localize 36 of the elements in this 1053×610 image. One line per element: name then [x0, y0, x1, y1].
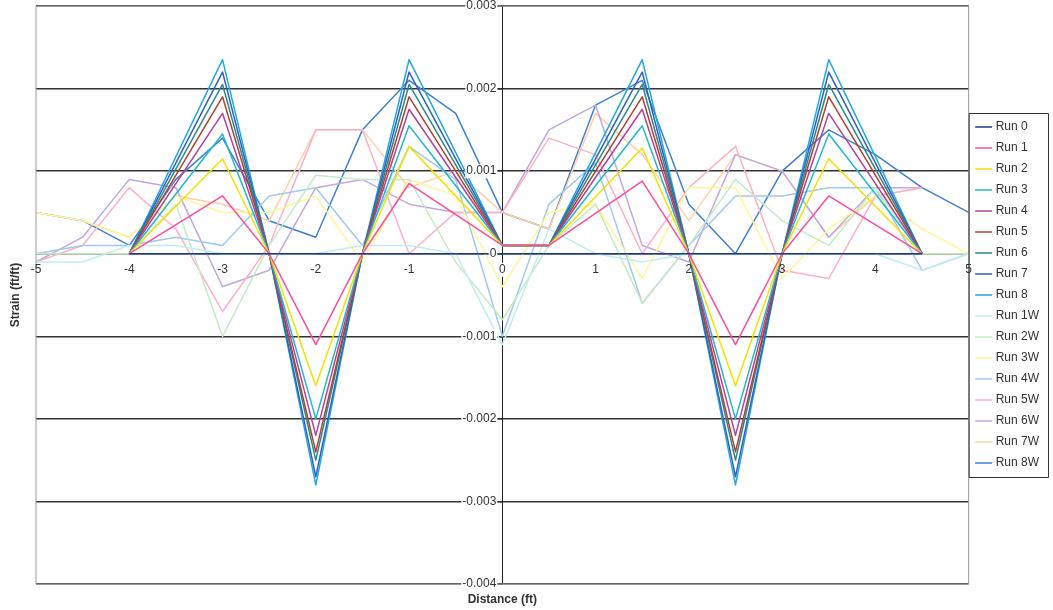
x-tick-label: -3 — [217, 262, 229, 277]
legend-label: Run 3W — [995, 350, 1040, 365]
legend-label: Run 6W — [995, 413, 1040, 428]
y-tick-label: -0.003 — [462, 493, 497, 508]
y-tick-label: 0.001 — [466, 163, 497, 178]
legend-label: Run 1W — [995, 308, 1040, 323]
x-tick-label: -4 — [123, 262, 135, 277]
legend-label: Run 7W — [995, 434, 1040, 449]
y-tick-label: -0.002 — [462, 411, 497, 426]
x-tick-label: 4 — [872, 262, 880, 277]
y-tick-label: -0.004 — [462, 576, 497, 591]
legend-label: Run 6 — [995, 245, 1028, 260]
legend-label: Run 1 — [995, 140, 1028, 155]
y-tick-label: 0 — [489, 246, 497, 261]
legend-label: Run 8W — [995, 455, 1040, 470]
legend-label: Run 8 — [995, 287, 1028, 302]
x-tick-label: 1 — [592, 262, 600, 277]
legend-label: Run 5 — [995, 224, 1028, 239]
x-axis-title: Distance (ft) — [467, 592, 537, 607]
y-tick-label: -0.001 — [462, 328, 497, 343]
legend-label: Run 4W — [995, 371, 1040, 386]
x-tick-label: -5 — [30, 262, 42, 277]
legend-label: Run 7 — [995, 266, 1028, 281]
legend-label: Run 2W — [995, 329, 1040, 344]
x-tick-label: 2 — [685, 262, 693, 277]
y-axis-title: Strain (ft/ft) — [8, 262, 23, 328]
legend-label: Run 2 — [995, 161, 1028, 176]
legend-label: Run 4 — [995, 203, 1028, 218]
x-tick-label: 3 — [778, 262, 786, 277]
legend-label: Run 0 — [995, 119, 1028, 134]
legend-label: Run 3 — [995, 182, 1028, 197]
y-tick-label: 0.002 — [466, 80, 497, 95]
y-tick-label: 0.003 — [466, 0, 497, 13]
x-tick-label: -1 — [403, 262, 415, 277]
legend-label: Run 5W — [995, 392, 1040, 407]
x-tick-label: -2 — [310, 262, 322, 277]
